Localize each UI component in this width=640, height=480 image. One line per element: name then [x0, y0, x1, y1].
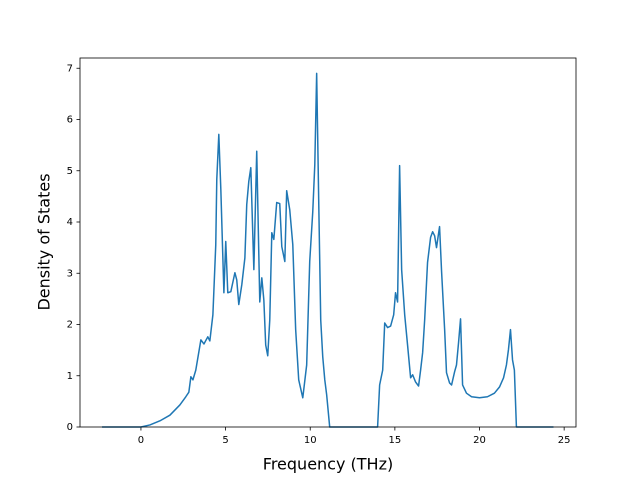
- x-tick-label: 5: [222, 435, 228, 446]
- data-line: [102, 72, 554, 428]
- y-tick-label: 0: [67, 422, 73, 433]
- x-tick-label: 0: [138, 435, 144, 446]
- y-tick-label: 2: [67, 320, 73, 331]
- y-tick-label: 7: [67, 63, 73, 74]
- x-tick-label: 20: [473, 435, 486, 446]
- y-axis-label: Density of States: [35, 173, 54, 310]
- y-tick-label: 4: [67, 217, 73, 228]
- x-tick-label: 15: [388, 435, 401, 446]
- y-tick-label: 5: [67, 166, 73, 177]
- plot-frame: [79, 57, 577, 428]
- x-tick-label: 25: [558, 435, 571, 446]
- x-tick-label: 10: [304, 435, 317, 446]
- y-tick-label: 3: [67, 268, 73, 279]
- y-tick-label: 6: [67, 115, 73, 126]
- x-axis-label: Frequency (THz): [263, 455, 393, 474]
- y-tick-label: 1: [67, 371, 73, 382]
